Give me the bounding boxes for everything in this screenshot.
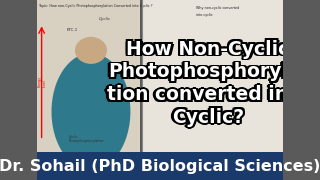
FancyBboxPatch shape [143, 0, 283, 152]
FancyBboxPatch shape [37, 152, 283, 180]
FancyBboxPatch shape [37, 0, 140, 152]
Text: Why non-cyclic converted: Why non-cyclic converted [196, 6, 239, 10]
Text: Cyclic: Cyclic [98, 17, 110, 21]
Text: Dr. Sohail (PhD Biological Sciences): Dr. Sohail (PhD Biological Sciences) [0, 159, 320, 174]
Text: Energy
level: Energy level [38, 75, 46, 87]
Text: How Non-Cyclic
Photophosphoryla-
tion converted into
Cyclic?: How Non-Cyclic Photophosphoryla- tion co… [104, 40, 307, 127]
Text: How Non-Cyclic
Photophosphoryla-
tion converted into
Cyclic?: How Non-Cyclic Photophosphoryla- tion co… [109, 40, 312, 127]
Ellipse shape [75, 37, 107, 64]
Text: How Non-Cyclic
Photophosphoryla-
tion converted into
Cyclic?: How Non-Cyclic Photophosphoryla- tion co… [105, 38, 308, 125]
Text: How Non-Cyclic
Photophosphoryla-
tion converted into
Cyclic?: How Non-Cyclic Photophosphoryla- tion co… [107, 41, 309, 129]
Text: ETC-1: ETC-1 [66, 28, 77, 32]
Text: How Non-Cyclic
Photophosphoryla-
tion converted into
Cyclic?: How Non-Cyclic Photophosphoryla- tion co… [109, 41, 311, 128]
Ellipse shape [52, 53, 131, 170]
Text: Topic: How non-Cyclic Photophosphorylation Converted into Cyclic ?: Topic: How non-Cyclic Photophosphorylati… [39, 4, 153, 8]
Text: How Non-Cyclic
Photophosphoryla-
tion converted into
Cyclic?: How Non-Cyclic Photophosphoryla- tion co… [107, 38, 309, 125]
Text: into cyclic: into cyclic [196, 13, 212, 17]
Text: How Non-Cyclic
Photophosphoryla-
tion converted into
Cyclic?: How Non-Cyclic Photophosphoryla- tion co… [109, 38, 311, 125]
Text: How Non-Cyclic
Photophosphoryla-
tion converted into
Cyclic?: How Non-Cyclic Photophosphoryla- tion co… [107, 40, 309, 127]
Text: Cyclic
Photophosphorylation: Cyclic Photophosphorylation [69, 135, 104, 143]
Text: How Non-Cyclic
Photophosphoryla-
tion converted into
Cyclic?: How Non-Cyclic Photophosphoryla- tion co… [105, 41, 308, 128]
